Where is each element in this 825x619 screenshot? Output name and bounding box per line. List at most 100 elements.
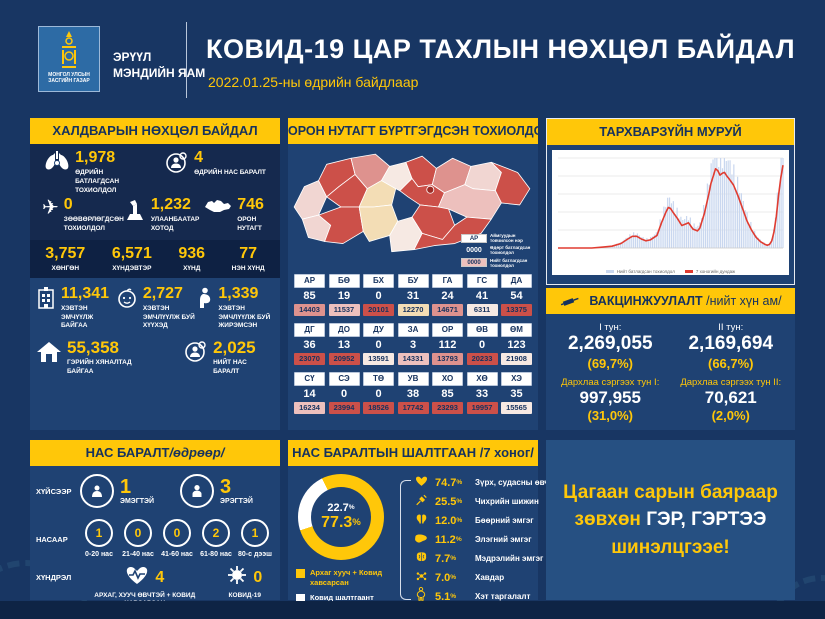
cause-row: 11.2% Элэгний эмгэг: [413, 531, 559, 548]
dose-2-stat: II тун: 2,169,694 (66,7%): [688, 322, 774, 371]
hospital-stats-section: 11,341 ХЭВТЭН ЭМЧҮҮЛЖ БАЙГАА 2,727 ХЭВТЭ…: [30, 278, 280, 377]
donut-legend: Архаг хууч + Ковид хавсарсан Ковид шалтг…: [296, 568, 400, 603]
epidemic-curve-svg: [558, 157, 784, 249]
stat-pregnant-hospitalized: 1,339 ХЭВТЭН ЭМЧЛҮҮЛЖ БУЙ ЖИРЭМСЭН: [197, 285, 274, 331]
province-cell: ӨВ 0 20233: [466, 323, 498, 365]
bracket-connector: [400, 480, 411, 600]
daily-deaths-panel: НАС БАРАЛТ/өдрөөр/ ХҮЙСЭЭР 1 ЭМЭГТЭЙ 3: [30, 440, 280, 607]
house-icon: [36, 340, 62, 369]
stat-label: УЛААНБААТАР ХОТОД: [150, 216, 200, 233]
province-cell: БӨ 19 11537: [328, 274, 360, 316]
province-cell: ДГ 36 23070: [294, 323, 325, 365]
map-legend-row: 0000 Нийт батлагдсан тохиолдол: [461, 258, 534, 268]
regional-cases-panel: ОРОН НУТАГТ БҮРТГЭГДСЭН ТОХИОЛДОЛ: [288, 118, 538, 430]
age-group: 0 21-40 нас: [119, 518, 157, 559]
province-row-group: СҮ 14 16234 СЭ 0 23994 ТӨ 0 18526 УВ 38 17742 ХО…: [294, 372, 532, 414]
vaccination-panel-body: I тун: 2,269,055 (69,7%) II тун: 2,169,6…: [546, 314, 795, 430]
stat-label: ЗӨӨВӨРЛӨГДСӨН ТОХИОЛДОЛ: [63, 216, 124, 233]
province-cell: ОР 112 13793: [432, 323, 463, 365]
map-legend-row: 0000 Өдөрт батлагдсан тохиолдол: [466, 245, 531, 256]
age-group: 0 41-60 нас: [158, 518, 196, 559]
province-cell: ТӨ 0 18526: [363, 372, 394, 414]
stat-home-isolation: 55,358 ГЭРИЙН ХЯНАЛТАД БАЙГАА: [36, 339, 138, 377]
stat-imported: ✈ 0 ЗӨӨВӨРЛӨГДСӨН ТОХИОЛДОЛ: [42, 197, 124, 234]
booster-1-stat: Дархлаа сэргээх тун I: 997,955 (31,0%): [561, 376, 660, 424]
average-legend-chip: [684, 270, 693, 273]
lungs-icon: [44, 151, 70, 180]
province-cell: СҮ 14 16234: [294, 372, 325, 414]
province-cell: БУ 31 12270: [397, 274, 429, 316]
map-legend: АР Аймгуудын товчилсон нэр 0000 Өдөрт ба…: [461, 233, 534, 270]
brain-icon: [413, 550, 429, 568]
airplane-icon: ✈: [42, 197, 59, 220]
province-row-group: ДГ 36 23070 ДО 13 20952 ДУ 0 13591 ЗА 3 14331 ОР…: [294, 323, 532, 365]
cause-row: 7.7% Мэдрэлийн эмгэг: [413, 550, 559, 567]
cause-row: 7.0% Хавдар: [413, 569, 559, 586]
holiday-message-panel: Цагаан сарын баяраар зөвхөн ГЭР, ГЭРТЭЭ …: [546, 440, 795, 600]
deaths-by-sex-row: ХҮЙСЭЭР 1 ЭМЭГТЭЙ 3 ЭРЭГТЭЙ: [30, 469, 280, 513]
complication-covid-only: 0 КОВИД-19: [227, 565, 262, 609]
stat-local: 746 ОРОН НУТАГТ: [204, 197, 268, 234]
severity-mild: 3,757 ХӨНГӨН: [45, 244, 86, 272]
cause-row: 25.5% Чихрийн шижин: [413, 493, 559, 510]
province-cell: БХ 0 20101: [363, 274, 394, 316]
stat-value: 1,232: [150, 196, 191, 214]
header: МОНГОЛ УЛСЫН ЗАСГИЙН ГАЗАР ЭРҮҮЛ МЭНДИЙН…: [0, 12, 825, 108]
mongolia-map-icon: [204, 198, 232, 221]
stat-value: 0: [63, 196, 73, 214]
province-cell: ӨМ 123 21908: [501, 323, 532, 365]
province-cell: ГА 24 14671: [432, 274, 463, 316]
stat-value: 4: [194, 149, 204, 166]
obesity-icon: [413, 587, 429, 606]
stat-daily-deaths: 4 ӨДРИЙН НАС БАРАЛТ: [165, 150, 266, 195]
person-death-icon: [165, 151, 189, 180]
stat-ulaanbaatar: 1,232 УЛААНБААТАР ХОТОД: [124, 197, 204, 234]
soyombo-icon: [62, 31, 76, 68]
province-cell: ХЭ 35 15565: [501, 372, 532, 414]
stat-label: ӨДРИЙН НАС БАРАЛТ: [194, 169, 266, 176]
dose-1-stat: I тун: 2,269,055 (69,7%): [567, 322, 653, 371]
female-icon: [80, 474, 114, 508]
province-cell: ХО 85 23293: [432, 372, 463, 414]
epidemic-curve-chart: Нийт батлагдсан тохиолдол 7 хоногийн дун…: [552, 150, 789, 275]
page-subtitle: 2022.01.25-ны өдрийн байдлаар: [208, 74, 419, 90]
severity-severe: 936 ХҮНД: [178, 244, 206, 272]
male-icon: [180, 474, 215, 508]
cause-list: 74.7% Зүрх, судасны өвчин 25.5% Чихрийн …: [413, 472, 559, 608]
stat-value: 746: [237, 196, 264, 214]
province-cell: ХӨ 33 19957: [466, 372, 498, 414]
mongolia-choropleth-map: [293, 153, 531, 253]
stat-total-deaths: 2,025 НИЙТ НАС БАРАЛТ: [184, 339, 274, 377]
province-cell: ДУ 0 13591: [363, 323, 394, 365]
stat-value: 1,978: [75, 149, 116, 166]
infection-panel-title: ХАЛДВАРЫН НӨХЦӨЛ БАЙДАЛ: [30, 118, 280, 144]
total-death-icon: [184, 340, 208, 369]
province-cell: ДА 54 13375: [501, 274, 532, 316]
tumor-icon: [413, 569, 429, 587]
holiday-message: Цагаан сарын баяраар зөвхөн ГЭР, ГЭРТЭЭ …: [563, 481, 778, 558]
death-causes-panel: НАС БАРАЛТЫН ШАЛТГААН /7 хоног/ 22.7% 77…: [288, 440, 559, 603]
deaths-male: 3 ЭРЭГТЭЙ: [180, 474, 253, 508]
cause-row: 74.7% Зүрх, судасны өвчин: [413, 474, 559, 491]
baby-icon: [116, 287, 138, 314]
cause-row: 12.0% Бөөрний эмгэг: [413, 512, 559, 529]
cause-row: 5.1% Хэт таргалалт: [413, 587, 559, 606]
stat-daily-confirmed: 1,978 ӨДРИЙН БАТЛАГДСАН ТОХИОЛДОЛ: [44, 150, 147, 195]
virus-icon: [227, 565, 247, 590]
epidemic-curve-panel: ТАРХВАРЗҮЙН МУРУЙ Нийт батлагдсан тохиол…: [546, 118, 795, 285]
province-cell: ДО 13 20952: [328, 323, 360, 365]
syringe-icon: [413, 493, 429, 511]
regional-panel-title: ОРОН НУТАГТ БҮРТГЭГДСЭН ТОХИОЛДОЛ: [288, 118, 538, 144]
monument-icon: [124, 198, 146, 227]
stat-hospitalized: 11,341 ХЭВТЭН ЭМЧҮҮЛЖ БАЙГАА: [36, 285, 116, 331]
government-logo: МОНГОЛ УЛСЫН ЗАСГИЙН ГАЗАР: [38, 26, 100, 92]
province-table: АР 85 14403 БӨ 19 11537 БХ 0 20101 БУ 31 12270 Г…: [288, 272, 538, 414]
stat-label: ОРОН НУТАГТ: [237, 216, 262, 233]
curve-legend: Нийт батлагдсан тохиолдол 7 хоногийн дун…: [552, 269, 789, 274]
province-cell: АР 85 14403: [294, 274, 325, 316]
hospital-icon: [36, 286, 56, 314]
footer-strip: [0, 601, 825, 619]
heart-icon: [413, 474, 429, 492]
province-cell: ЗА 3 14331: [397, 323, 429, 365]
